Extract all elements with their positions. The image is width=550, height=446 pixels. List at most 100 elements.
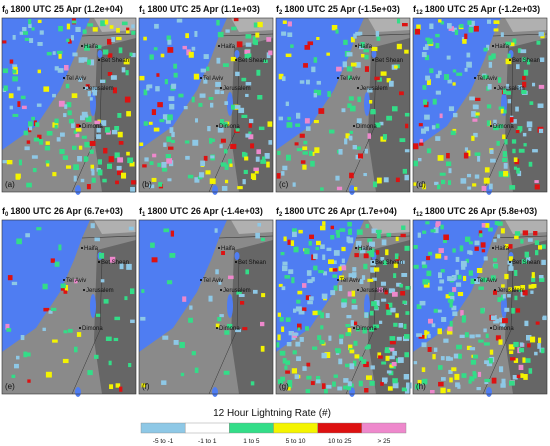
- lightning-cell: [347, 291, 352, 297]
- lightning-cell: [305, 126, 311, 131]
- lightning-cell: [302, 283, 307, 288]
- lightning-cell: [386, 232, 392, 237]
- lightning-cell: [60, 132, 65, 137]
- lightning-cell: [151, 109, 157, 116]
- lightning-cell: [350, 105, 356, 112]
- lightning-cell: [519, 347, 525, 353]
- city-label: Dimona: [493, 326, 514, 332]
- lightning-cell: [117, 113, 122, 118]
- lightning-cell: [413, 245, 418, 249]
- lightning-cell: [166, 158, 173, 164]
- title-text: 1800 UTC 26 Apr (1.7e+04): [284, 206, 396, 216]
- lightning-cell: [389, 288, 395, 294]
- dead-sea: [227, 294, 233, 318]
- title-text: 1800 UTC 26 Apr (5.8e+03): [425, 206, 537, 216]
- map-panel: f12 1800 UTC 26 Apr (5.8e+03) Haifa Bet She…: [412, 206, 548, 397]
- lightning-cell: [90, 164, 95, 169]
- lightning-cell: [160, 53, 165, 58]
- lightning-cell: [20, 335, 25, 341]
- lightning-cell: [498, 77, 502, 83]
- lightning-cell: [402, 300, 407, 305]
- lightning-cell: [414, 28, 421, 35]
- panel-frame: [1, 17, 137, 193]
- lightning-cell: [3, 85, 8, 91]
- lightning-cell: [203, 78, 208, 84]
- lightning-cell: [357, 96, 361, 103]
- lightning-cell: [429, 68, 434, 74]
- lightning-cell: [87, 370, 93, 376]
- lightning-cell: [64, 104, 68, 109]
- lightning-cell: [446, 153, 450, 159]
- lightning-cell: [461, 265, 466, 270]
- lightning-cell: [523, 374, 528, 380]
- lightning-cell: [487, 358, 493, 364]
- lightning-cell: [171, 139, 175, 144]
- lightning-cell: [279, 350, 286, 356]
- lightning-cell: [68, 38, 72, 44]
- lightning-cell: [346, 52, 353, 57]
- lightning-cell: [281, 286, 286, 291]
- lightning-cell: [370, 248, 375, 252]
- lightning-cell: [459, 334, 465, 339]
- lightning-cell: [109, 384, 114, 390]
- lightning-cell: [293, 246, 299, 253]
- lightning-cell: [463, 152, 469, 159]
- lightning-cell: [14, 363, 19, 369]
- lightning-cell: [162, 335, 169, 340]
- city-dot: [81, 45, 83, 47]
- lightning-cell: [352, 267, 357, 272]
- lightning-cell: [437, 309, 442, 313]
- lightning-cell: [277, 334, 281, 341]
- lightning-cell: [452, 82, 456, 86]
- lightning-cell: [437, 184, 441, 190]
- map-panel: f0 1800 UTC 25 Apr (1.2e+04) Haifa Bet Shea…: [1, 4, 137, 195]
- lightning-cell: [465, 236, 471, 242]
- land-relief: [231, 240, 273, 394]
- lightning-cell: [380, 257, 385, 262]
- lightning-cell: [435, 74, 440, 79]
- lightning-cell: [256, 149, 261, 155]
- panel-label: (a): [5, 180, 15, 189]
- lightning-cell: [491, 53, 496, 59]
- lightning-cell: [352, 272, 357, 279]
- lightning-cell: [374, 324, 380, 329]
- lightning-cell: [308, 150, 313, 156]
- lightning-cell: [121, 21, 128, 26]
- lightning-cell: [456, 72, 463, 76]
- lightning-cell: [397, 18, 401, 24]
- lightning-cell: [25, 233, 30, 238]
- lightning-cell: [125, 70, 129, 76]
- lightning-cell: [131, 30, 136, 35]
- lightning-cell: [530, 290, 534, 294]
- city-dot: [79, 327, 81, 329]
- colorbar-title: 12 Hour Lightning Rate (#): [213, 408, 331, 419]
- lightning-cell: [370, 251, 375, 258]
- lightning-cell: [221, 251, 225, 256]
- lightning-cell: [167, 178, 172, 182]
- lightning-cell: [444, 255, 448, 260]
- lightning-cell: [126, 27, 130, 32]
- lightning-cell: [2, 68, 9, 74]
- lightning-cell: [474, 152, 481, 156]
- lightning-cell: [222, 63, 229, 67]
- land-relief: [94, 38, 136, 192]
- lightning-cell: [75, 133, 80, 138]
- lightning-cell: [26, 182, 32, 188]
- lightning-cell: [71, 93, 78, 98]
- lightning-cell: [523, 143, 527, 147]
- lightning-cell: [320, 225, 326, 231]
- lightning-cell: [224, 164, 229, 170]
- lightning-cell: [314, 147, 320, 154]
- title-text: 1800 UTC 26 Apr (-1.4e+03): [147, 206, 262, 216]
- sea-of-galilee: [371, 50, 377, 58]
- lightning-cell: [403, 374, 410, 380]
- lightning-cell: [104, 19, 109, 25]
- lightning-cell: [257, 95, 263, 100]
- lightning-cell: [538, 31, 544, 37]
- lightning-cell: [526, 256, 531, 262]
- lightning-cell: [500, 228, 505, 234]
- panel-title: f0 1800 UTC 25 Apr (1.2e+04): [2, 4, 123, 16]
- lightning-cell: [466, 61, 472, 68]
- lightning-cell: [477, 371, 482, 377]
- lightning-cell: [216, 57, 221, 64]
